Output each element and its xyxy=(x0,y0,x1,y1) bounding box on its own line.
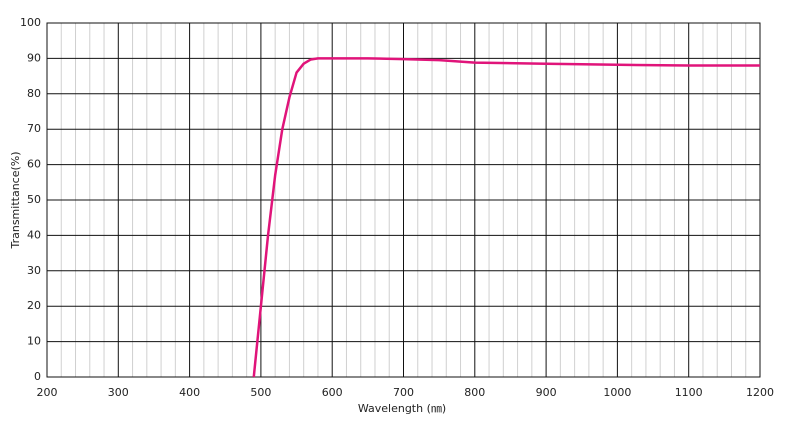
y-tick-label: 20 xyxy=(27,299,41,312)
x-tick-label: 500 xyxy=(250,386,271,399)
y-tick-label: 10 xyxy=(27,335,41,348)
y-tick-label: 70 xyxy=(27,122,41,135)
x-tick-label: 200 xyxy=(37,386,58,399)
y-axis-label: Transmittance(%) xyxy=(9,151,22,249)
y-tick-label: 40 xyxy=(27,228,41,241)
y-tick-label: 30 xyxy=(27,264,41,277)
x-tick-label: 1000 xyxy=(603,386,631,399)
x-tick-label: 400 xyxy=(179,386,200,399)
x-axis-label: Wavelength (㎚) xyxy=(358,402,446,415)
y-tick-label: 50 xyxy=(27,193,41,206)
x-tick-label: 700 xyxy=(393,386,414,399)
x-tick-label: 800 xyxy=(464,386,485,399)
data-line xyxy=(252,57,760,378)
y-tick-label: 60 xyxy=(27,158,41,171)
y-tick-label: 0 xyxy=(34,370,41,383)
y-tick-label: 90 xyxy=(27,51,41,64)
x-tick-label: 1100 xyxy=(675,386,703,399)
y-tick-label: 100 xyxy=(20,16,41,29)
x-tick-label: 600 xyxy=(322,386,343,399)
plot-frame xyxy=(46,22,761,378)
x-tick-label: 1200 xyxy=(746,386,774,399)
x-tick-label: 900 xyxy=(536,386,557,399)
y-tick-label: 80 xyxy=(27,87,41,100)
x-tick-label: 300 xyxy=(108,386,129,399)
